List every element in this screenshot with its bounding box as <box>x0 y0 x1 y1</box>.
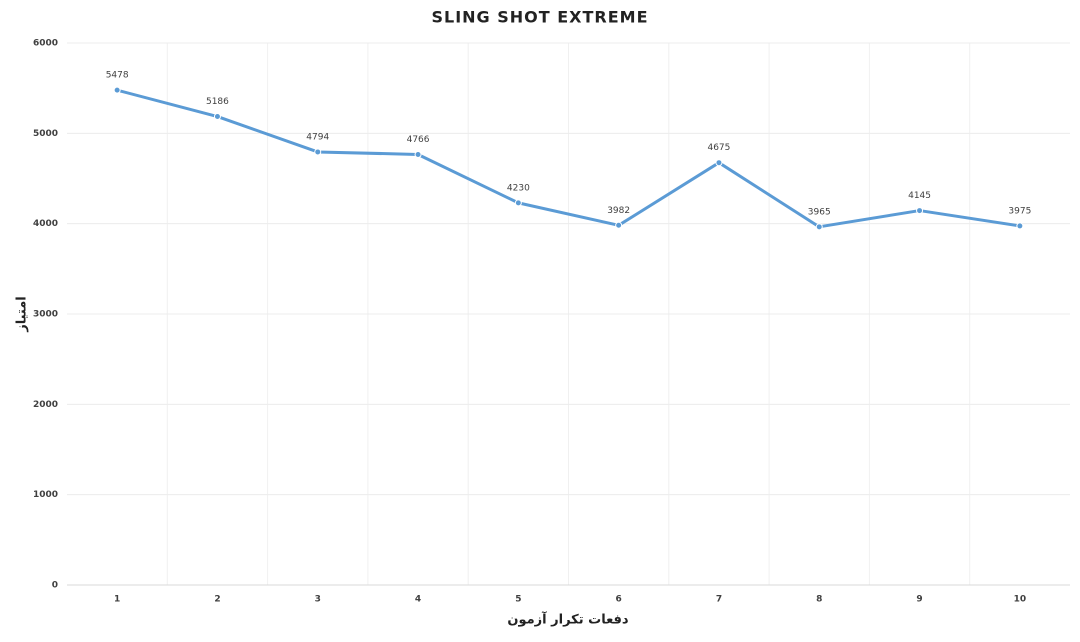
data-point <box>414 150 422 158</box>
data-point <box>113 86 121 94</box>
y-tick-label: 5000 <box>33 129 58 139</box>
data-point <box>213 113 221 121</box>
data-label: 4145 <box>908 191 931 201</box>
x-tick-label: 4 <box>415 595 421 605</box>
data-label: 4230 <box>507 183 530 193</box>
y-tick-label: 1000 <box>33 490 58 500</box>
x-tick-label: 1 <box>114 595 120 605</box>
data-point <box>715 159 723 167</box>
x-tick-label: 5 <box>515 595 521 605</box>
data-label: 5186 <box>206 97 229 107</box>
data-label: 4675 <box>707 143 730 153</box>
y-tick-label: 6000 <box>33 39 58 49</box>
y-tick-label: 3000 <box>33 310 58 320</box>
data-label: 3965 <box>808 207 831 217</box>
x-axis-title: دفعات تکرار آزمون <box>507 611 629 628</box>
data-label: 4794 <box>306 132 329 142</box>
x-tick-label: 8 <box>816 595 822 605</box>
x-tick-label: 9 <box>916 595 922 605</box>
data-label: 3975 <box>1008 206 1031 216</box>
series-line <box>116 88 1021 229</box>
y-tick-label: 0 <box>52 581 58 591</box>
data-point <box>815 223 823 231</box>
data-label: 4766 <box>407 135 430 145</box>
data-point <box>514 199 522 207</box>
x-tick-label: 7 <box>716 595 722 605</box>
x-tick-label: 3 <box>315 595 321 605</box>
data-label: 3982 <box>607 206 630 216</box>
data-point <box>1016 222 1024 230</box>
data-point <box>916 207 924 215</box>
data-point <box>314 148 322 156</box>
y-tick-label: 4000 <box>33 219 58 229</box>
y-axis-title: امتیاز <box>15 296 30 332</box>
x-tick-label: 6 <box>616 595 622 605</box>
chart-title: SLING SHOT EXTREME <box>431 8 648 27</box>
x-tick-label: 10 <box>1014 595 1027 605</box>
y-tick-label: 2000 <box>33 400 58 410</box>
x-tick-label: 2 <box>214 595 220 605</box>
data-point <box>615 221 623 229</box>
data-label: 5478 <box>106 71 129 81</box>
